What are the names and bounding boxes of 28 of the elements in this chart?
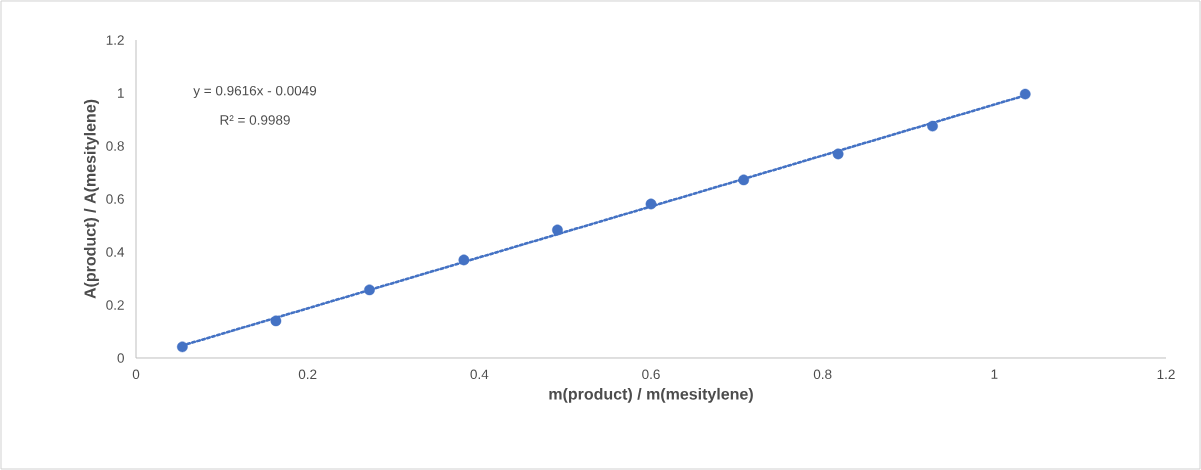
x-tick-label: 0.2 [298, 369, 317, 380]
y-tick-label: 0.4 [106, 247, 125, 257]
y-tick-label: 0.6 [106, 194, 124, 204]
x-tick-label: 0.6 [642, 369, 660, 380]
point [364, 284, 375, 296]
point [458, 254, 470, 266]
y-tick-label: 0.8 [106, 141, 124, 151]
x-tick-label: 0 [132, 369, 140, 380]
point [927, 120, 938, 132]
y-axis-title: A(product) / A(mesitylene) [83, 99, 99, 299]
point [176, 341, 188, 353]
point [645, 198, 657, 210]
x-tick-label: 1.2 [1157, 369, 1175, 379]
y-tick-label: 0.2 [106, 300, 124, 310]
x-axis-title: m(product) / m(mesitylene) [549, 387, 753, 403]
annotation: y = 0.9616x - 0.0049 [193, 85, 317, 99]
point [1019, 88, 1031, 100]
y-tick-label: 1.2 [106, 35, 124, 45]
x-tick-label: 0.4 [470, 369, 489, 380]
y-tick-label: 1 [118, 88, 124, 98]
point [270, 315, 282, 327]
point [738, 174, 750, 186]
x-tick-label: 1 [991, 369, 998, 379]
y-tick-label: 0 [117, 353, 124, 363]
point [552, 224, 563, 236]
x-tick-label: 0.8 [813, 369, 832, 380]
point [832, 148, 844, 160]
annotation: R² = 0.9989 [220, 115, 290, 125]
